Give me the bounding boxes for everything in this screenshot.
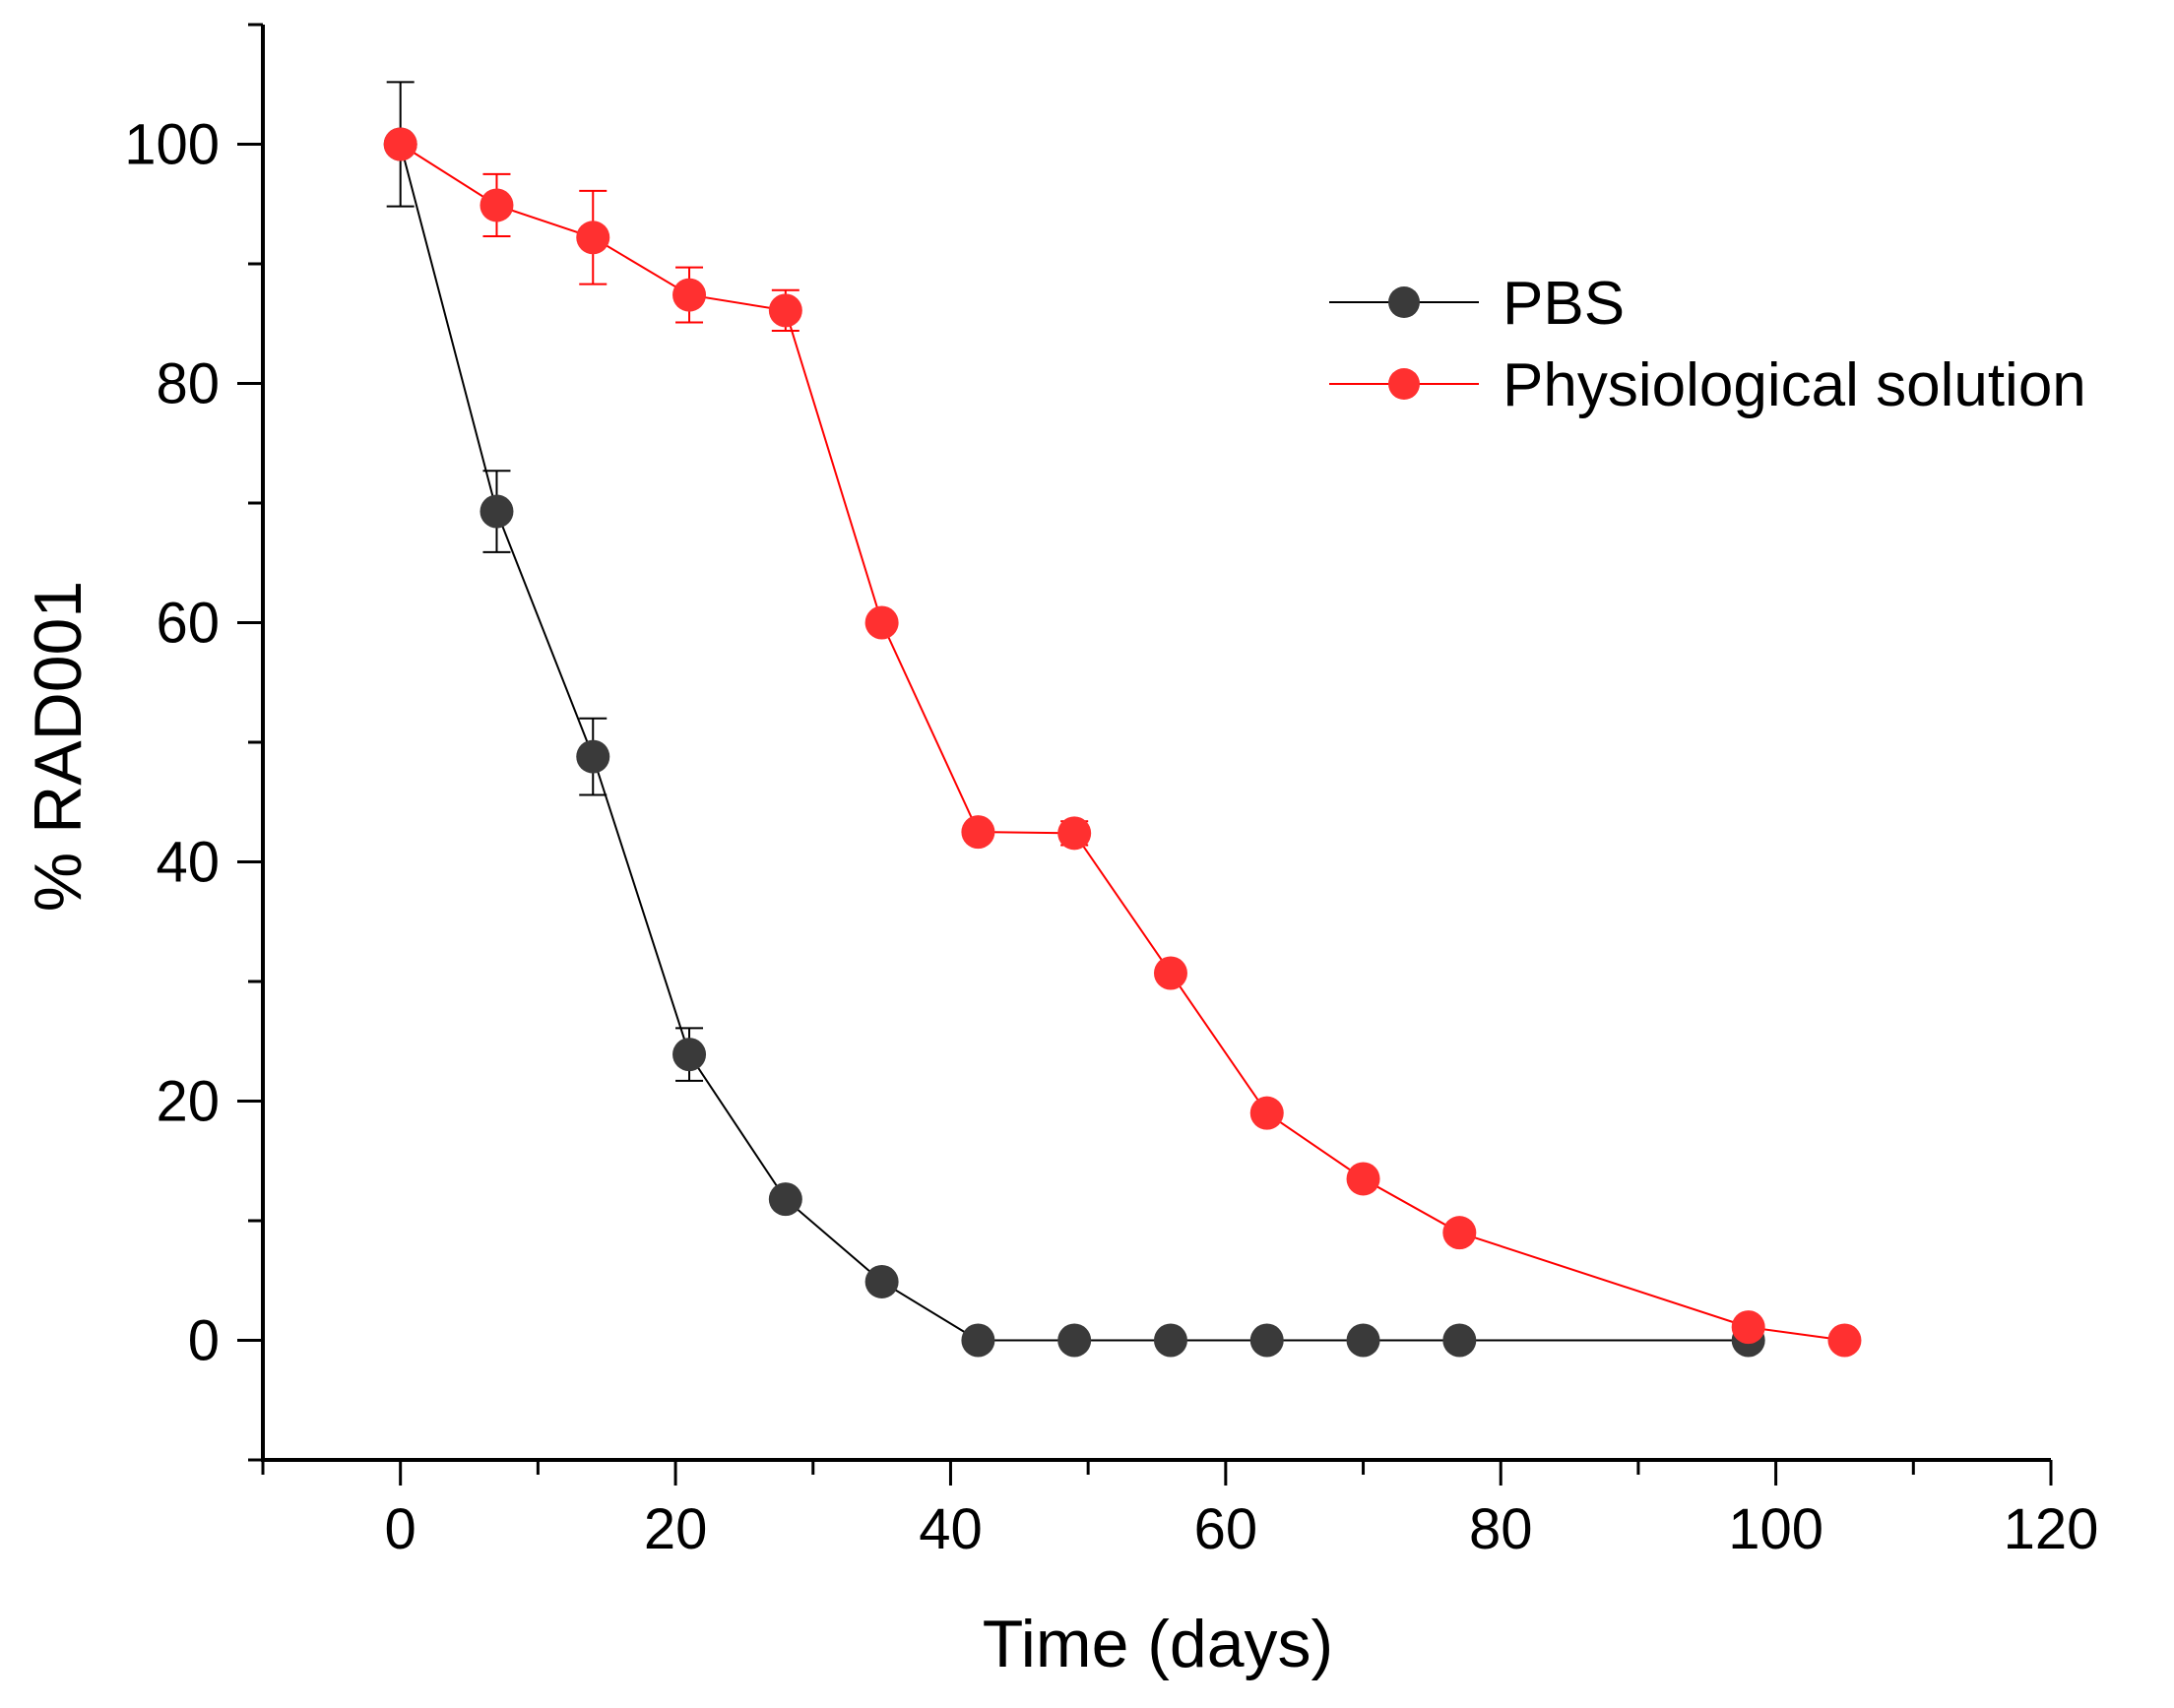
y-tick-label: 40	[156, 831, 220, 895]
data-point-pbs	[576, 739, 610, 774]
x-tick-label: 60	[1194, 1497, 1258, 1561]
data-point-physiological-solution	[1346, 1162, 1380, 1196]
legend-label-physiological-solution: Physiological solution	[1503, 351, 2086, 419]
data-point-pbs	[480, 494, 514, 529]
data-point-pbs	[1153, 1323, 1187, 1358]
x-tick-label: 20	[644, 1497, 708, 1561]
data-point-pbs	[961, 1323, 995, 1358]
data-point-physiological-solution	[1827, 1323, 1862, 1358]
data-point-physiological-solution	[1249, 1096, 1284, 1130]
y-tick-label: 60	[156, 592, 220, 656]
data-point-physiological-solution	[768, 293, 802, 328]
data-point-physiological-solution	[383, 127, 417, 161]
data-point-pbs	[768, 1182, 802, 1217]
data-point-pbs	[1346, 1323, 1380, 1358]
y-tick-label: 0	[188, 1309, 220, 1373]
data-point-physiological-solution	[672, 278, 707, 312]
plot-series	[383, 81, 1862, 1358]
data-point-physiological-solution	[576, 221, 610, 255]
y-tick-label: 100	[124, 113, 220, 177]
x-ticks: 0 20 40 60 80 100 120	[261, 1460, 2099, 1561]
legend-marker-pbs	[1388, 286, 1420, 318]
axes: 0 20 40 60 80 100 120 0 20 40 60 80 100	[124, 23, 2099, 1561]
data-point-pbs	[864, 1264, 899, 1298]
data-point-pbs	[1442, 1323, 1477, 1358]
y-ticks: 0 20 40 60 80 100	[124, 23, 263, 1462]
data-point-pbs	[1249, 1323, 1284, 1358]
x-tick-label: 80	[1469, 1497, 1533, 1561]
y-tick-label: 80	[156, 352, 220, 416]
data-point-physiological-solution	[1057, 816, 1092, 851]
series-physiological-solution	[383, 127, 1862, 1358]
x-tick-label: 120	[2004, 1497, 2099, 1561]
series-line-physiological-solution	[400, 143, 1845, 1342]
data-point-physiological-solution	[864, 605, 899, 640]
data-point-physiological-solution	[1442, 1216, 1477, 1250]
x-axis-title: Time (days)	[983, 1607, 1333, 1681]
legend-entry-pbs: PBS	[1329, 270, 1625, 338]
y-tick-label: 20	[156, 1070, 220, 1134]
legend-entry-physiological-solution: Physiological solution	[1329, 351, 2086, 419]
data-point-physiological-solution	[480, 188, 514, 222]
data-point-physiological-solution	[1731, 1310, 1765, 1345]
x-tick-label: 100	[1728, 1497, 1823, 1561]
legend-marker-physiological-solution	[1388, 368, 1420, 400]
legend-label-pbs: PBS	[1503, 270, 1625, 338]
data-point-pbs	[672, 1038, 707, 1072]
x-tick-label: 0	[385, 1497, 416, 1561]
y-axis-title: % RAD001	[21, 581, 96, 912]
data-point-physiological-solution	[961, 815, 995, 850]
data-point-physiological-solution	[1153, 956, 1187, 990]
data-point-pbs	[1057, 1323, 1092, 1358]
x-tick-label: 40	[919, 1497, 983, 1561]
legend: PBS Physiological solution	[1329, 270, 2086, 419]
